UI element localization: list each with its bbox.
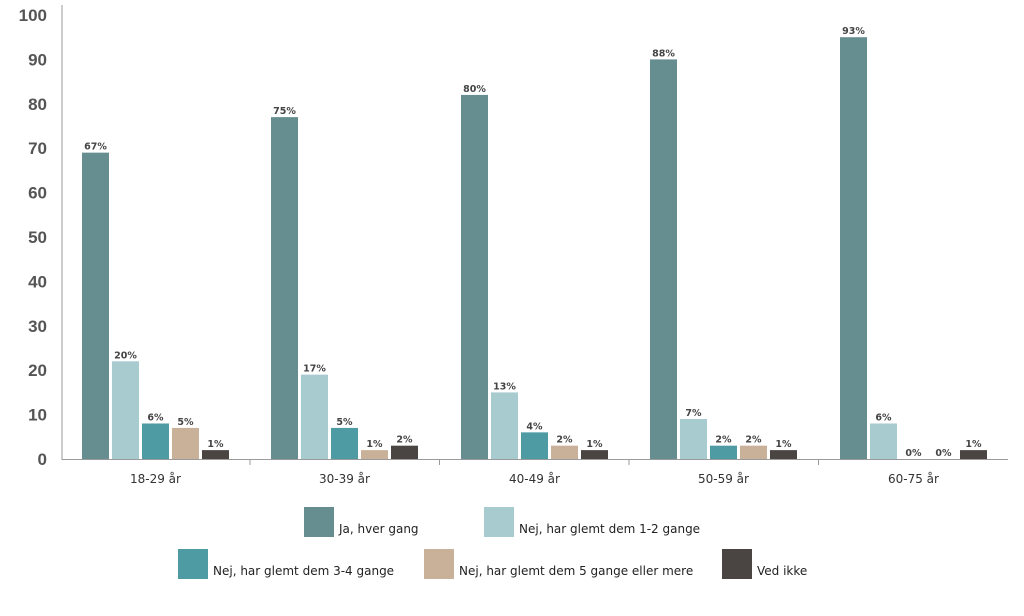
bar [740, 445, 767, 459]
bar [521, 432, 548, 459]
bar [142, 423, 169, 459]
data-label: 4% [526, 421, 543, 432]
data-label: 88% [652, 48, 675, 59]
bars [82, 37, 987, 460]
data-label: 80% [463, 84, 486, 95]
bar [271, 117, 298, 460]
data-label: 1% [366, 439, 383, 450]
x-tick-label: 18-29 år [130, 472, 181, 486]
bar [680, 419, 707, 459]
y-tick-label: 0 [38, 450, 47, 469]
data-label: 13% [493, 381, 516, 392]
bar [301, 374, 328, 459]
data-label: 1% [775, 439, 792, 450]
legend-swatch [178, 549, 208, 579]
bar [82, 152, 109, 459]
legend-swatch [304, 507, 334, 537]
bar [551, 445, 578, 459]
data-label: 93% [842, 26, 865, 37]
data-label: 75% [273, 106, 296, 117]
legend-swatch [424, 549, 454, 579]
legend-item: Nej, har glemt dem 5 gange eller mere [424, 549, 693, 579]
bar [581, 450, 608, 459]
y-tick-label: 50 [28, 228, 47, 247]
y-tick-label: 60 [28, 184, 47, 203]
data-label: 0% [905, 448, 922, 459]
y-tick-label: 30 [28, 317, 47, 336]
y-tick-label: 70 [28, 139, 47, 158]
data-label: 1% [586, 439, 603, 450]
bar [391, 445, 418, 459]
legend-label: Ved ikke [757, 564, 807, 578]
legend-item: Ved ikke [722, 549, 807, 579]
y-tick-label: 100 [19, 6, 47, 25]
data-label: 6% [147, 412, 164, 423]
legend-swatch [722, 549, 752, 579]
x-tick-label: 40-49 år [509, 472, 560, 486]
data-label: 6% [875, 412, 892, 423]
legend: Ja, hver gang Nej, har glemt dem 1-2 gang… [178, 507, 807, 579]
legend-swatch [484, 507, 514, 537]
data-label: 1% [207, 439, 224, 450]
x-axis-ticks: 18-29 år 30-39 år 40-49 år 50-59 år 60-75 år [130, 472, 939, 486]
bar [710, 445, 737, 459]
y-axis-ticks: 0 10 20 30 40 50 60 70 80 90 100 [19, 6, 47, 469]
legend-label: Ja, hver gang [338, 522, 419, 536]
bar [172, 427, 199, 459]
data-label: 17% [303, 364, 326, 375]
bar [331, 427, 358, 459]
bar [770, 450, 797, 459]
bar [361, 450, 388, 459]
data-label: 7% [685, 408, 702, 419]
legend-label: Nej, har glemt dem 1-2 gange [519, 522, 700, 536]
x-tick-label: 30-39 år [319, 472, 370, 486]
y-tick-label: 90 [28, 50, 47, 69]
legend-item: Ja, hver gang [304, 507, 419, 537]
data-label: 2% [396, 435, 413, 446]
bar [870, 423, 897, 459]
data-label: 5% [177, 417, 194, 428]
bar [461, 94, 488, 460]
bar [202, 450, 229, 459]
bar [112, 361, 139, 459]
bar [650, 59, 677, 460]
y-tick-label: 20 [28, 361, 47, 380]
y-tick-label: 40 [28, 272, 47, 291]
legend-label: Nej, har glemt dem 5 gange eller mere [459, 564, 693, 578]
legend-label: Nej, har glemt dem 3-4 gange [213, 564, 394, 578]
axes [61, 5, 1008, 465]
x-tick-label: 50-59 år [698, 472, 749, 486]
bar [960, 450, 987, 459]
y-tick-label: 10 [28, 406, 47, 425]
legend-item: Nej, har glemt dem 3-4 gange [178, 549, 394, 579]
data-label: 5% [336, 417, 353, 428]
data-label: 2% [745, 435, 762, 446]
data-labels: 67% 75% 80% 88% 93% 20% 17% 13% 7% 6% 6% 5% 4% 2% 0% 5%… [84, 26, 982, 459]
legend-item: Nej, har glemt dem 1-2 gange [484, 507, 700, 537]
data-label: 20% [114, 350, 137, 361]
data-label: 0% [935, 448, 952, 459]
x-tick-label: 60-75 år [888, 472, 939, 486]
bar [491, 392, 518, 459]
data-label: 67% [84, 142, 107, 153]
data-label: 2% [556, 435, 573, 446]
data-label: 1% [965, 439, 982, 450]
data-label: 2% [715, 435, 732, 446]
bar [840, 37, 867, 459]
y-tick-label: 80 [28, 95, 47, 114]
